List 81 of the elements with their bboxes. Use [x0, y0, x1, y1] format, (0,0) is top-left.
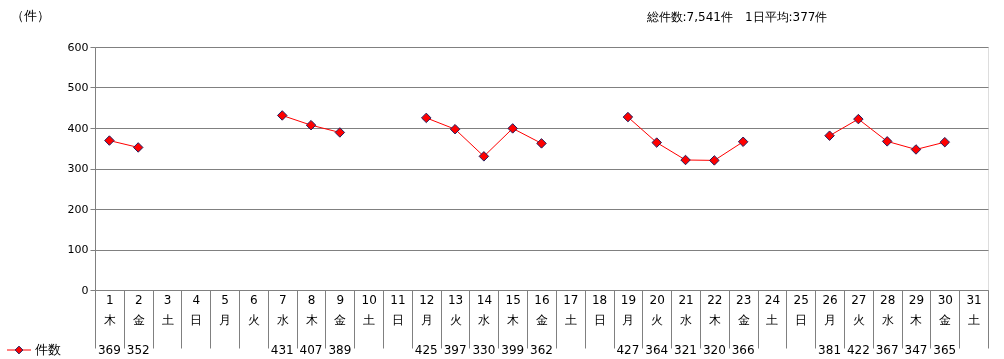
- y-tick-label: 100: [67, 243, 89, 256]
- point: [449, 123, 461, 135]
- x-tick-label: 18 日: [591, 292, 608, 327]
- x-tick-label: 4 日: [190, 292, 203, 327]
- data-label: 320: [702, 343, 726, 357]
- point: [737, 136, 749, 148]
- point: [910, 144, 922, 155]
- x-tick-label: 24 土: [764, 292, 781, 327]
- data-label: 381: [818, 343, 842, 357]
- x-tick-label: 23 金: [736, 292, 752, 327]
- x-tick-label: 22 木: [707, 292, 723, 327]
- y-tick-label: 500: [67, 81, 89, 94]
- point: [651, 137, 662, 148]
- x-tick-label: 14 水: [476, 292, 493, 327]
- chart-title: 総件数:7,541件 1日平均:377件: [645, 10, 828, 24]
- x-tick-label: 29 木: [908, 292, 925, 327]
- y-axis-title: （件）: [10, 7, 50, 23]
- x-tick-label: 21 水: [678, 292, 694, 327]
- data-label: 352: [126, 343, 150, 357]
- x-tick-label: 16 金: [534, 292, 550, 327]
- data-label: 367: [875, 343, 899, 357]
- x-tick-label: 8 木: [305, 292, 318, 327]
- data-label: 422: [846, 343, 870, 357]
- y-tick-label: 400: [67, 121, 89, 135]
- data-label: 427: [616, 343, 640, 357]
- data-label: 369: [97, 343, 121, 357]
- data-label: 364: [645, 343, 669, 357]
- x-tick-label: 9 金: [334, 292, 347, 327]
- point: [881, 136, 893, 147]
- data-label: 362: [530, 343, 553, 357]
- x-tick-label: 13 火: [447, 292, 464, 327]
- x-tick-label: 7 水: [276, 292, 289, 327]
- x-tick-label: 20 火: [649, 292, 665, 327]
- x-tick-label: 10 土: [361, 292, 377, 327]
- data-label: 425: [414, 343, 438, 357]
- point: [680, 154, 691, 166]
- data-label: 389: [328, 343, 352, 357]
- x-tick-label: 12 月: [419, 292, 435, 327]
- x-tick-label: 15 木: [505, 292, 521, 327]
- point: [421, 112, 432, 124]
- data-label: 431: [270, 343, 294, 357]
- data-label: 330: [472, 343, 496, 357]
- point: [824, 130, 835, 141]
- y-tick-label: 300: [67, 162, 89, 175]
- legend-label: 件数: [35, 342, 61, 357]
- data-label: 321: [674, 343, 697, 357]
- x-tick-label: 2 金: [132, 292, 145, 327]
- y-tick-label: 200: [67, 202, 89, 216]
- x-tick-label: 19 月: [620, 292, 637, 327]
- x-tick-label: 27 火: [851, 292, 867, 327]
- data-label: 407: [299, 343, 323, 357]
- x-tick-label: 1 木: [103, 292, 116, 327]
- data-label: 399: [501, 343, 525, 357]
- x-tick-label: 11 日: [390, 292, 406, 327]
- point: [939, 136, 951, 148]
- point: [277, 110, 288, 121]
- point: [334, 127, 346, 138]
- x-tick-label: 28 水: [880, 292, 896, 327]
- point: [507, 123, 518, 134]
- data-label: 366: [731, 343, 755, 357]
- point: [853, 113, 864, 125]
- data-label: 365: [933, 343, 957, 357]
- data-label: 347: [904, 343, 928, 357]
- point: [478, 151, 490, 162]
- x-tick-label: 30 金: [937, 292, 953, 327]
- x-tick-label: 17 土: [563, 292, 579, 327]
- point: [709, 155, 720, 166]
- point: [104, 135, 115, 146]
- point: [622, 111, 634, 123]
- x-tick-label: 5 月: [219, 292, 232, 327]
- point: [536, 138, 547, 149]
- data-label: 397: [443, 343, 467, 357]
- point: [132, 142, 144, 153]
- x-tick-label: 26 月: [822, 292, 838, 327]
- point: [305, 119, 317, 131]
- x-tick-label: 31 土: [966, 292, 982, 327]
- x-tick-label: 25 日: [793, 292, 809, 327]
- x-tick-label: 3 土: [161, 292, 174, 327]
- x-tick-label: 6 火: [247, 292, 260, 327]
- y-tick-label: 0: [81, 283, 89, 297]
- y-tick-label: 600: [67, 40, 89, 54]
